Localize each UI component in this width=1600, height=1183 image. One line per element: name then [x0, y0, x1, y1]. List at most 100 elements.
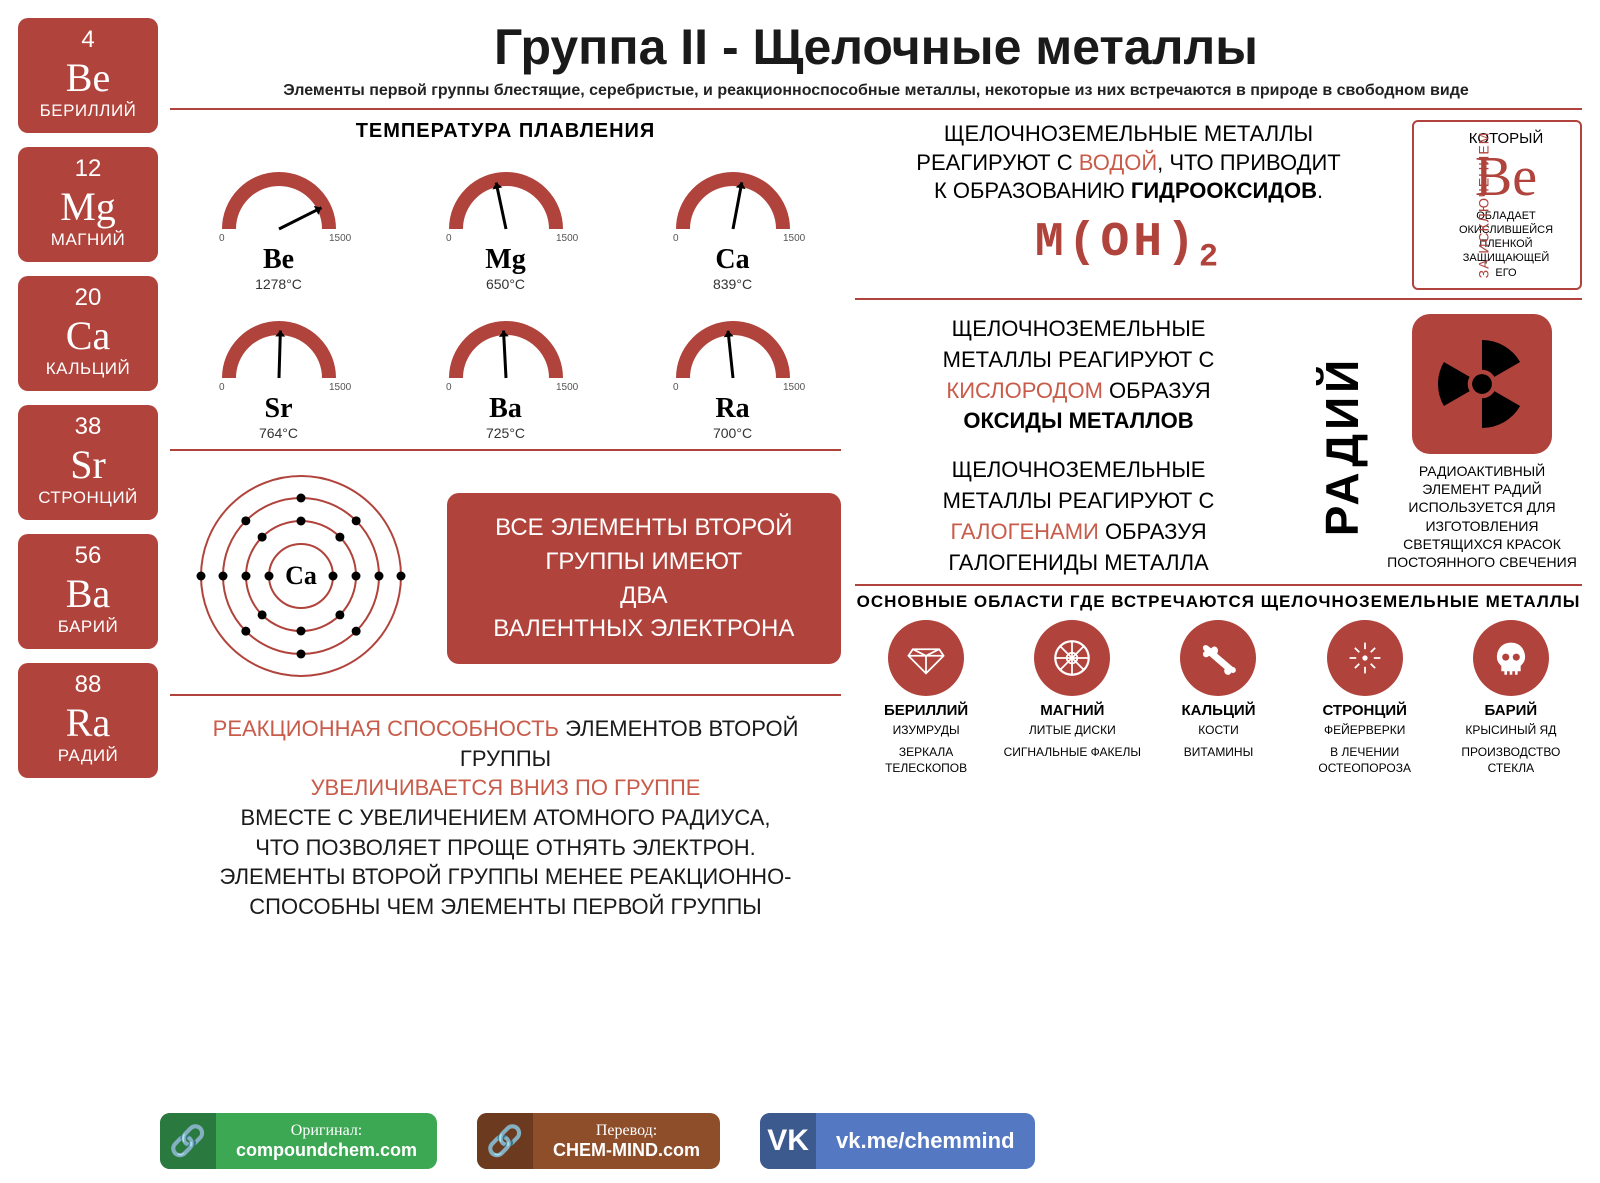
orig-lbl: Оригинал: — [236, 1121, 417, 1140]
radium-vlabel: РАДИЙ — [1315, 356, 1369, 536]
use-name: СТРОНЦИЙ — [1296, 702, 1434, 719]
atomic-number: 38 — [22, 413, 154, 441]
footer-original[interactable]: 🔗 Оригинал:compoundchem.com — [160, 1113, 437, 1169]
page-subtitle: Элементы первой группы блестящие, серебр… — [170, 82, 1582, 110]
gauge-temp: 1278°C — [170, 276, 387, 292]
svg-text:1500: 1500 — [556, 382, 579, 393]
element-sidebar: 4 Be БЕРИЛЛИЙ12 Mg МАГНИЙ20 Ca КАЛЬЦИЙ38… — [18, 18, 158, 1102]
vk-url: vk.me/chemmind — [836, 1128, 1015, 1154]
element-name: СТРОНЦИЙ — [22, 488, 154, 508]
diamond-icon — [888, 620, 964, 696]
use-line2: ПРОИЗВОДСТВО СТЕКЛА — [1442, 745, 1580, 776]
gauge-symbol: Mg — [397, 244, 614, 276]
atomic-number: 20 — [22, 284, 154, 312]
hydroxide-formula: M(OH)2 — [855, 216, 1402, 276]
divider — [170, 694, 841, 696]
gauge-temp: 725°C — [397, 425, 614, 441]
element-symbol: Ba — [22, 570, 154, 617]
reactivity-l1a: РЕАКЦИОННАЯ СПОСОБНОСТЬ — [213, 716, 559, 741]
use-line2: ВИТАМИНЫ — [1149, 745, 1287, 761]
element-tile-sr: 38 Sr СТРОНЦИЙ — [18, 405, 158, 520]
use-line2: ЗЕРКАЛА ТЕЛЕСКОПОВ — [857, 745, 995, 776]
use-line2: СИГНАЛЬНЫЕ ФАКЕЛЫ — [1003, 745, 1141, 761]
svg-text:Ca: Ca — [285, 561, 317, 590]
reactivity-l2: УВЕЛИЧИВАЕТСЯ ВНИЗ ПО ГРУППЕ — [170, 773, 841, 803]
oxy-l1: ЩЕЛОЧНОЗЕМЕЛЬНЫЕ — [855, 314, 1302, 345]
reactivity-l5: ЭЛЕМЕНТЫ ВТОРОЙ ГРУППЫ МЕНЕЕ РЕАКЦИОННО- — [170, 862, 841, 892]
except-l1: ОБЛАДАЕТ — [1438, 209, 1574, 223]
melting-gauges: 0 1500 Be 1278°C 0 1500 Mg 650°C 0 1500 … — [170, 149, 841, 441]
use-стронций: СТРОНЦИЙ ФЕЙЕРВЕРКИ В ЛЕЧЕНИИ ОСТЕОПОРОЗ… — [1296, 620, 1434, 776]
svg-text:0: 0 — [446, 233, 452, 244]
valence-l3: ДВА — [457, 579, 831, 613]
svg-text:1500: 1500 — [556, 233, 579, 244]
oxy-l3b: ОБРАЗУЯ — [1103, 378, 1211, 403]
except-sym: Be — [1438, 147, 1574, 209]
reactivity-l6: СПОСОБНЫ ЧЕМ ЭЛЕМЕНТЫ ПЕРВОЙ ГРУППЫ — [170, 892, 841, 922]
spark-icon — [1327, 620, 1403, 696]
use-name: КАЛЬЦИЙ — [1149, 702, 1287, 719]
svg-text:1500: 1500 — [329, 233, 352, 244]
divider — [855, 298, 1582, 300]
except-l3: ПЛЕНКОЙ — [1438, 237, 1574, 251]
water-l3b: ГИДРООКСИДОВ — [1131, 178, 1317, 203]
element-symbol: Be — [22, 54, 154, 101]
rad-l3: ИСПОЛЬЗУЕТСЯ ДЛЯ — [1382, 498, 1582, 516]
gauge-symbol: Ba — [397, 393, 614, 425]
use-name: БЕРИЛЛИЙ — [857, 702, 995, 719]
use-кальций: КАЛЬЦИЙ КОСТИ ВИТАМИНЫ — [1149, 620, 1287, 776]
use-name: МАГНИЙ — [1003, 702, 1141, 719]
gauge-ca: 0 1500 Ca 839°C — [624, 149, 841, 292]
element-name: БАРИЙ — [22, 617, 154, 637]
element-symbol: Ra — [22, 699, 154, 746]
footer-vk[interactable]: VK vk.me/chemmind — [760, 1113, 1035, 1169]
gauge-ba: 0 1500 Ba 725°C — [397, 298, 614, 441]
use-магний: МАГНИЙ ЛИТЫЕ ДИСКИ СИГНАЛЬНЫЕ ФАКЕЛЫ — [1003, 620, 1141, 776]
gauge-be: 0 1500 Be 1278°C — [170, 149, 387, 292]
skull-icon — [1473, 620, 1549, 696]
valence-l4: ВАЛЕНТНЫХ ЭЛЕКТРОНА — [457, 612, 831, 646]
element-symbol: Sr — [22, 441, 154, 488]
use-line1: ЛИТЫЕ ДИСКИ — [1003, 723, 1141, 739]
element-name: РАДИЙ — [22, 746, 154, 766]
footer-translation[interactable]: 🔗 Перевод:CHEM-MIND.com — [477, 1113, 720, 1169]
water-l3c: . — [1317, 178, 1323, 203]
gauge-sr: 0 1500 Sr 764°C — [170, 298, 387, 441]
page-title: Группа II - Щелочные металлы — [170, 18, 1582, 76]
link-icon: 🔗 — [477, 1113, 533, 1169]
oxy-l3: КИСЛОРОДОМ — [946, 378, 1103, 403]
element-tile-ba: 56 Ba БАРИЙ — [18, 534, 158, 649]
use-line1: ИЗУМРУДЫ — [857, 723, 995, 739]
element-symbol: Ca — [22, 312, 154, 359]
use-line1: ФЕЙЕРВЕРКИ — [1296, 723, 1434, 739]
svg-text:0: 0 — [446, 382, 452, 393]
atom-diagram: Ca — [170, 471, 433, 686]
water-l2c: , ЧТО ПРИВОДИТ — [1157, 150, 1341, 175]
uses-section: ОСНОВНЫЕ ОБЛАСТИ ГДЕ ВСТРЕЧАЮТСЯ ЩЕЛОЧНО… — [855, 584, 1582, 776]
hal-l1: ЩЕЛОЧНОЗЕМЕЛЬНЫЕ — [855, 455, 1302, 486]
element-symbol: Mg — [22, 183, 154, 230]
exception-box: ЗА ИСКЛЮЧЕНИЕМ КОТОРЫЙ Be ОБЛАДАЕТ ОКИСЛ… — [1412, 120, 1582, 290]
svg-text:0: 0 — [219, 233, 225, 244]
melting-title: ТЕМПЕРАТУРА ПЛАВЛЕНИЯ — [170, 120, 841, 143]
svg-text:0: 0 — [673, 382, 679, 393]
uses-title: ОСНОВНЫЕ ОБЛАСТИ ГДЕ ВСТРЕЧАЮТСЯ ЩЕЛОЧНО… — [855, 584, 1582, 612]
trans-url: CHEM-MIND.com — [553, 1140, 700, 1162]
valence-box: ВСЕ ЭЛЕМЕНТЫ ВТОРОЙ ГРУППЫ ИМЕЮТ ДВА ВАЛ… — [447, 493, 841, 663]
link-icon: 🔗 — [160, 1113, 216, 1169]
element-tile-be: 4 Be БЕРИЛЛИЙ — [18, 18, 158, 133]
use-line2: В ЛЕЧЕНИИ ОСТЕОПОРОЗА — [1296, 745, 1434, 776]
element-tile-ra: 88 Ra РАДИЙ — [18, 663, 158, 778]
svg-text:0: 0 — [219, 382, 225, 393]
bone-icon — [1180, 620, 1256, 696]
element-name: БЕРИЛЛИЙ — [22, 101, 154, 121]
footer: 🔗 Оригинал:compoundchem.com 🔗 Перевод:CH… — [160, 1113, 1580, 1169]
rad-l5: СВЕТЯЩИХСЯ КРАСОК — [1382, 535, 1582, 553]
atomic-number: 4 — [22, 26, 154, 54]
divider — [170, 449, 841, 451]
radiation-icon — [1412, 314, 1552, 454]
gauge-symbol: Ca — [624, 244, 841, 276]
svg-text:1500: 1500 — [783, 382, 806, 393]
hal-l4: ГАЛОГЕНИДЫ МЕТАЛЛА — [855, 548, 1302, 579]
radium-box: РАДИОАКТИВНЫЙ ЭЛЕМЕНТ РАДИЙ ИСПОЛЬЗУЕТСЯ… — [1382, 314, 1582, 578]
